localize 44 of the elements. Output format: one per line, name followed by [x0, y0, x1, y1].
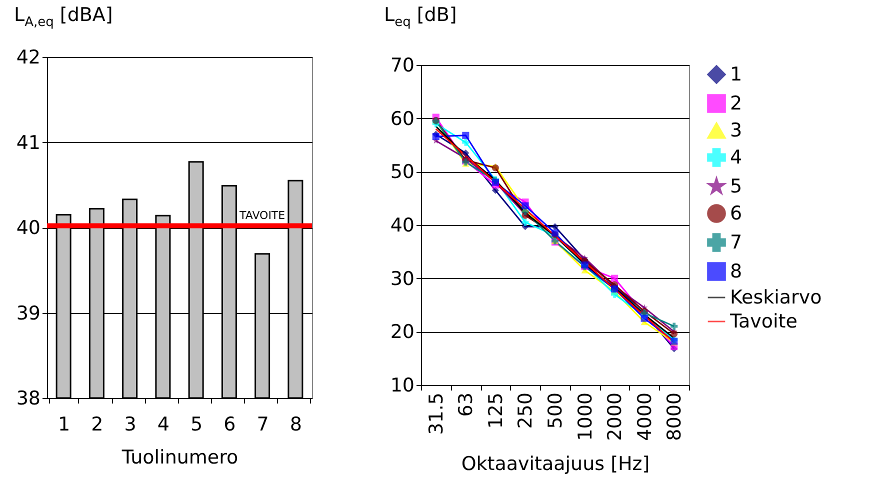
- x-tick-label: 6: [224, 414, 236, 436]
- legend-label: 2: [730, 92, 742, 114]
- y-tick-label: 30: [390, 268, 414, 290]
- x-tick-label: 7: [256, 414, 269, 436]
- y-tick-label: 41: [16, 132, 40, 154]
- y-tick-label: 60: [390, 108, 414, 130]
- x-tick-label: 5: [190, 414, 203, 436]
- x-tick-label: 31.5: [425, 392, 448, 435]
- x-tick-label: 1: [58, 414, 70, 436]
- legend-label: Keskiarvo: [730, 286, 822, 308]
- x-tick-label: 250: [514, 392, 537, 429]
- y-tick-label: 38: [16, 388, 40, 410]
- x-tick-label: 4000: [634, 392, 656, 441]
- y-tick-label: 40: [390, 214, 414, 236]
- y-tick-label: 20: [390, 321, 414, 344]
- x-axis-title: Tuolinumero: [120, 446, 238, 468]
- legend-label: 1: [730, 64, 742, 86]
- legend-label: 6: [730, 202, 742, 224]
- y-axis-title: L$_{eq}$ [dB]: [384, 4, 457, 30]
- x-tick-label: 500: [544, 392, 566, 429]
- legend-label: Tavoite: [729, 310, 798, 332]
- y-tick-label: 42: [16, 46, 40, 68]
- x-axis-title: Oktaavitaajuus [Hz]: [461, 452, 650, 475]
- x-tick-label: 1000: [574, 392, 596, 441]
- legend-label: 5: [730, 176, 742, 198]
- y-tick-label: 70: [390, 54, 414, 76]
- y-tick-label: 40: [16, 217, 40, 239]
- x-tick-label: 4: [157, 414, 170, 436]
- legend-label: 3: [730, 120, 742, 142]
- ref-line-label: TAVOITE: [238, 208, 286, 222]
- x-tick-label: 3: [124, 414, 136, 436]
- legend-label: 7: [730, 232, 742, 254]
- x-tick-label: 125: [484, 392, 507, 429]
- x-tick-label: 2000: [604, 392, 626, 441]
- legend-label: 4: [730, 146, 742, 168]
- x-tick-label: 2: [91, 414, 104, 436]
- x-tick-label: 63: [455, 392, 478, 417]
- x-tick-label: 8: [290, 414, 302, 436]
- y-tick-label: 10: [390, 374, 414, 396]
- y-tick-label: 50: [390, 161, 414, 184]
- legend-label: 8: [730, 260, 742, 282]
- y-axis-title: L$_{A,eq}$ [dBA]: [14, 4, 113, 30]
- x-tick-label: 8000: [664, 392, 686, 441]
- y-tick-label: 39: [16, 302, 40, 324]
